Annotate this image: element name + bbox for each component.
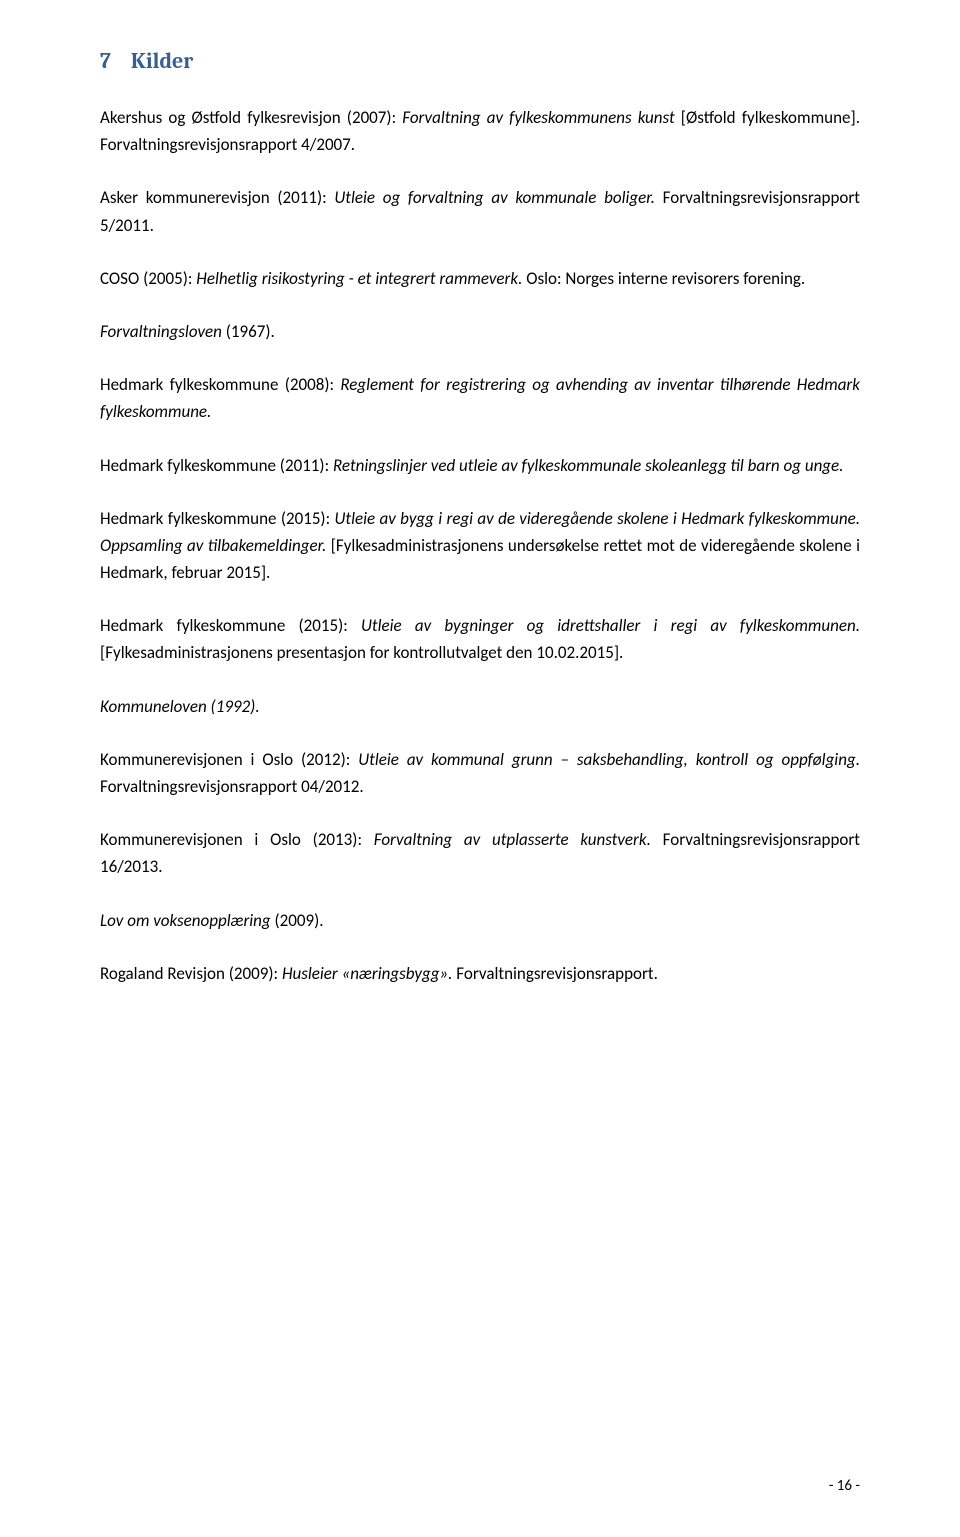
text-run: [Østfold fylkeskommune]. [675,107,860,128]
page-number: - 16 - [829,1477,860,1495]
reference-entry: Asker kommunerevisjon (2011): Utleie og … [100,184,860,238]
heading-number: 7 [100,48,111,74]
text-run: Hedmark fylkeskommune (2015): [100,508,335,529]
reference-entry: Forvaltningsloven (1967). [100,318,860,345]
text-run: Kommunerevisjonen i Oslo (2012): [100,749,358,770]
text-run: Forvaltningsrevisjonsrapport 04/2012. [100,776,364,797]
text-run: COSO (2005): [100,268,196,289]
reference-entry: Akershus og Østfold fylkesrevisjon (2007… [100,104,860,158]
text-run: Akershus og Østfold fylkesrevisjon (2007… [100,107,402,128]
reference-entry: Hedmark fylkeskommune (2008): Reglement … [100,371,860,425]
reference-entry: Lov om voksenopplæring (2009). [100,907,860,934]
text-run: Forvaltningsrevisjonsrapport 4/2007. [100,134,355,155]
text-run: Asker kommunerevisjon (2011): [100,187,334,208]
text-run: Utleie og forvaltning av kommunale bolig… [334,187,655,208]
text-run: Utleie av bygninger og idrettshaller i r… [361,615,860,636]
reference-list: Akershus og Østfold fylkesrevisjon (2007… [100,104,860,987]
reference-entry: Hedmark fylkeskommune (2015): Utleie av … [100,505,860,587]
text-run: Retningslinjer ved utleie av fylkeskommu… [333,455,843,476]
text-run: Forvaltningsloven [100,321,222,342]
text-run: Lov om voksenopplæring [100,910,271,931]
text-run: Hedmark fylkeskommune (2008): [100,374,340,395]
text-run: Forvaltning av fylkeskommunens kunst [402,107,674,128]
reference-entry: Hedmark fylkeskommune (2015): Utleie av … [100,612,860,666]
text-run: Utleie av kommunal grunn – saksbehandlin… [358,749,860,770]
text-run: (2009). [271,910,324,931]
section-heading: 7 Kilder [100,48,860,74]
reference-entry: Rogaland Revisjon (2009): Husleier «næri… [100,960,860,987]
text-run: Helhetlig risikostyring - et integrert r… [196,268,522,289]
text-run: Forvaltningsrevisjonsrapport. [456,963,658,984]
text-run: Rogaland Revisjon (2009): [100,963,282,984]
reference-entry: Kommuneloven (1992). [100,693,860,720]
text-run: Oslo: Norges interne revisorers forening… [522,268,805,289]
text-run: Husleier «næringsbygg». [282,963,456,984]
text-run: Forvaltning av utplasserte kunstverk. [374,829,651,850]
text-run: Hedmark fylkeskommune (2015): [100,615,361,636]
heading-title: Kilder [131,48,193,74]
reference-entry: Kommunerevisjonen i Oslo (2013): Forvalt… [100,826,860,880]
reference-entry: COSO (2005): Helhetlig risikostyring - e… [100,265,860,292]
text-run: (1967). [222,321,275,342]
reference-entry: Kommunerevisjonen i Oslo (2012): Utleie … [100,746,860,800]
text-run: Hedmark fylkeskommune (2011): [100,455,333,476]
reference-entry: Hedmark fylkeskommune (2011): Retningsli… [100,452,860,479]
text-run: Kommuneloven (1992). [100,696,260,717]
text-run: [Fylkesadministrasjonens presentasjon fo… [100,642,623,663]
text-run: Kommunerevisjonen i Oslo (2013): [100,829,374,850]
